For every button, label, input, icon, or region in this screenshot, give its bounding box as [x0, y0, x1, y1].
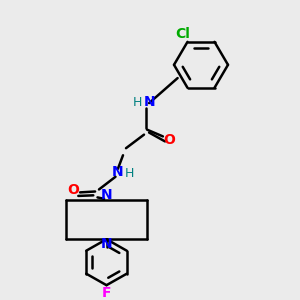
Text: N: N — [101, 237, 112, 251]
Text: H: H — [125, 167, 135, 180]
Text: H: H — [132, 96, 142, 109]
Text: F: F — [102, 286, 111, 300]
Text: N: N — [112, 165, 124, 179]
Text: O: O — [164, 133, 175, 147]
Text: Cl: Cl — [176, 28, 190, 41]
Text: N: N — [101, 188, 112, 202]
Text: N: N — [143, 95, 155, 109]
Text: O: O — [68, 183, 80, 197]
